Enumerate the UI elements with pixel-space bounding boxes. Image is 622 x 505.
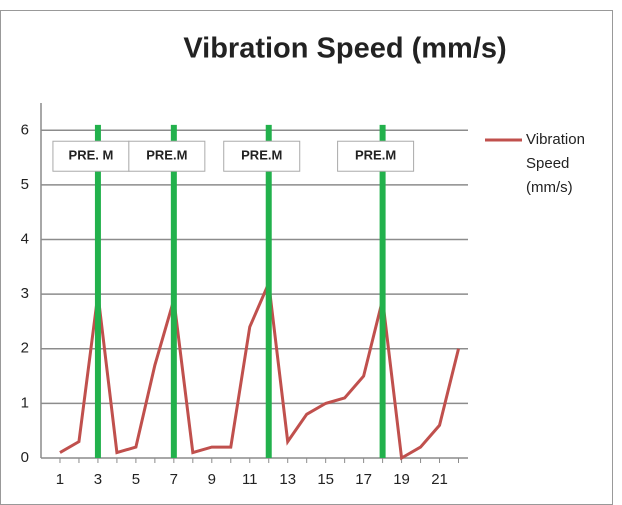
x-tick-label: 1 [56,471,64,488]
annotation-label: PRE.M [146,148,187,163]
x-tick-label: 11 [242,471,258,488]
x-tick-label: 21 [431,471,448,488]
chart-title: Vibration Speed (mm/s) [183,33,506,65]
x-tick-label: 15 [317,471,334,488]
data-line [59,277,460,461]
x-tick-label: 9 [208,471,216,488]
y-tick-label: 4 [21,231,29,248]
chart-border [0,10,613,505]
y-tick-label: 5 [21,176,29,193]
annotation-label: PRE.M [355,148,396,163]
x-tick-label: 17 [355,471,372,488]
y-tick-label: 2 [21,340,29,357]
annotation-box [223,140,301,172]
x-tick-label: 13 [279,471,296,488]
y-tick-label: 6 [21,121,29,138]
annotation-box [337,140,415,172]
x-tick-label: 3 [94,471,102,488]
x-tick-label: 5 [132,471,140,488]
y-tick-label: 3 [21,285,29,302]
annotation-box [52,140,130,172]
x-tick-label: 19 [393,471,410,488]
y-tick-label: 1 [21,394,29,411]
annotation-label: PRE.M [241,148,282,163]
annotation-box [128,140,206,172]
annotation-label: PRE. M [69,148,114,163]
x-tick-label: 7 [170,471,178,488]
y-tick-label: 0 [21,449,29,466]
legend-label: Vibration Speed (mm/s) [526,131,585,196]
